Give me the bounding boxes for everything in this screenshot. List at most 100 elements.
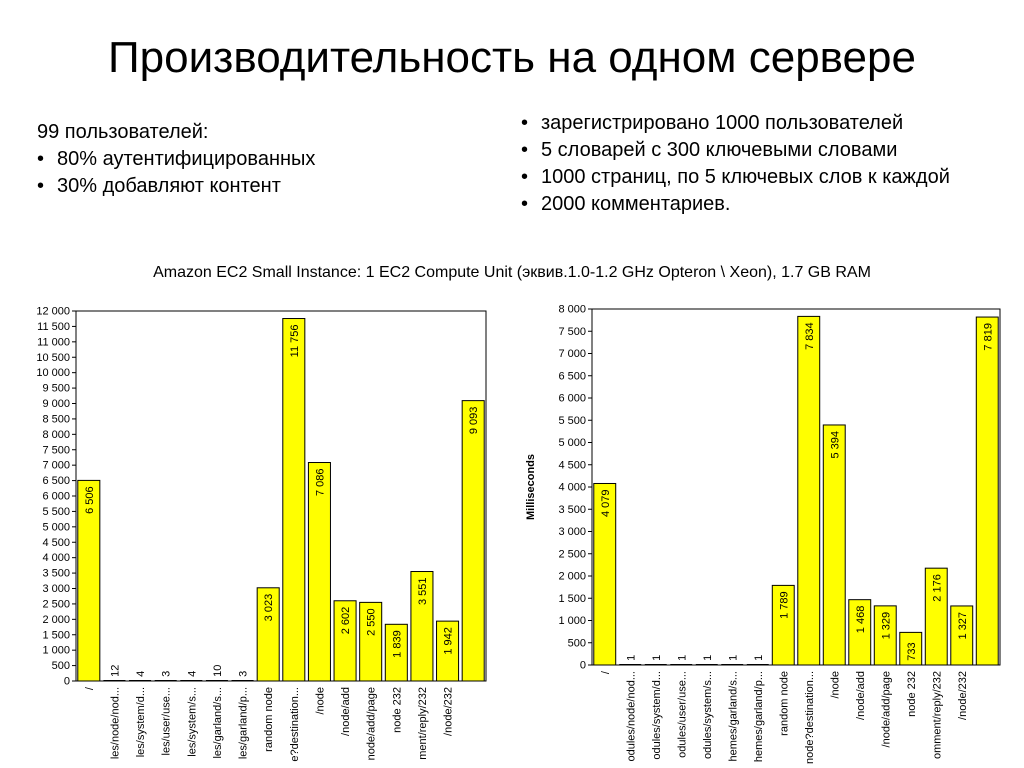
bar [771, 584, 795, 666]
bar [873, 605, 897, 666]
bar [333, 600, 357, 682]
right-bullet: зарегистрировано 1000 пользователей [521, 110, 950, 137]
x-tick-label: hemes/garland/s... [727, 671, 739, 762]
y-tick-label: 11 000 [37, 336, 70, 348]
x-tick-label: random node [263, 687, 275, 752]
bar [282, 318, 306, 682]
data-label: 3 [161, 671, 173, 677]
bar [77, 479, 101, 682]
y-tick-label: 2 000 [42, 614, 70, 626]
y-tick-label: 11 500 [37, 321, 70, 333]
bar [924, 567, 948, 666]
right-bullet: 2000 комментариев. [521, 191, 950, 218]
right-bullet: 5 словарей с 300 ключевыми словами [521, 137, 950, 164]
x-tick-label: les/user/use... [161, 687, 173, 755]
y-tick-label: 4 500 [558, 459, 586, 471]
data-label: 3 551 [417, 578, 429, 606]
x-tick-label: les/system/s... [186, 687, 198, 757]
data-label: 1 789 [778, 591, 790, 619]
y-tick-label: 6 500 [558, 370, 586, 382]
x-tick-label: odules/node/nod... [625, 671, 637, 762]
y-tick-label: 1 500 [558, 593, 586, 605]
bar [797, 315, 821, 666]
x-tick-label: node 232 [906, 671, 918, 717]
y-tick-label: 0 [580, 660, 586, 672]
y-tick-label: 7 500 [558, 326, 586, 338]
data-label: 1 327 [957, 612, 969, 640]
x-tick-label: /node/add [340, 687, 352, 736]
y-tick-label: 5 500 [42, 506, 70, 518]
data-label: 2 602 [340, 607, 352, 635]
y-tick-label: 8 000 [42, 429, 70, 441]
x-tick-label: /node/232 [957, 671, 969, 720]
x-tick-label: node 232 [391, 687, 403, 733]
bar [593, 482, 617, 666]
data-label: 4 079 [600, 489, 612, 517]
left-heading: 99 пользователей: [37, 121, 209, 143]
bar [975, 316, 999, 666]
x-tick-label: les/garland/s... [212, 687, 224, 759]
right-bullet: 1000 страниц, по 5 ключевых слов к каждо… [521, 164, 950, 191]
data-label: 1 839 [391, 630, 403, 658]
y-tick-label: 6 000 [558, 393, 586, 405]
data-label: 2 176 [931, 574, 943, 602]
x-tick-label: node?destination... [804, 671, 816, 764]
x-tick-label: /node [314, 687, 326, 715]
x-tick-label: odules/system/d... [651, 671, 663, 760]
y-tick-label: 7 000 [42, 460, 70, 472]
data-label: 2 550 [366, 608, 378, 636]
y-tick-label: 12 000 [36, 306, 70, 318]
y-tick-label: 10 500 [36, 352, 70, 364]
data-label: 1 942 [443, 627, 455, 655]
y-tick-label: 0 [64, 676, 70, 688]
chart-right: 0 500 1 000 1 500 2 000 2 500 3 000 3 500 4 000 4… [525, 304, 1001, 764]
bar [359, 601, 383, 682]
bar [384, 623, 408, 682]
y-tick-label: 4 000 [42, 552, 70, 564]
data-label: 4 [135, 671, 147, 677]
x-tick-label: /node [829, 671, 841, 699]
bar [410, 571, 434, 682]
chart-left: 0 500 1 000 1 500 2 000 2 500 3 000 3 500 4 000 4… [36, 306, 487, 762]
y-tick-label: 1 500 [42, 629, 70, 641]
hardware-subtitle: Amazon EC2 Small Instance: 1 EC2 Compute… [153, 264, 871, 281]
y-tick-label: 1 000 [558, 615, 586, 627]
x-tick-label: odules/user/use... [676, 671, 688, 758]
y-tick-label: 5 000 [558, 437, 586, 449]
y-tick-label: 6 500 [42, 475, 70, 487]
data-label: 11 756 [289, 325, 301, 358]
y-tick-label: 8 000 [558, 304, 586, 316]
bar [848, 599, 872, 666]
x-tick-label: / [600, 670, 612, 674]
x-tick-label: random node [778, 671, 790, 736]
page-title: Производительность на одном сервере [108, 33, 916, 82]
data-label: 1 [625, 655, 637, 661]
y-tick-label: 9 500 [42, 383, 70, 395]
bar [822, 424, 846, 666]
bar [436, 620, 460, 682]
y-tick-label: 500 [52, 660, 70, 672]
bar [307, 462, 331, 682]
y-tick-label: 5 000 [42, 521, 70, 533]
x-tick-label: /node/add/page [880, 671, 892, 747]
bar [461, 400, 485, 682]
y-tick-label: 4 000 [558, 482, 586, 494]
data-label: 1 [651, 655, 663, 661]
data-label: 4 [186, 671, 198, 677]
y-tick-label: 6 000 [42, 491, 70, 503]
x-tick-label: node/add/page [366, 687, 378, 760]
x-tick-label: les/system/d... [135, 687, 147, 757]
y-tick-label: 4 500 [42, 537, 70, 549]
y-tick-label: 5 500 [558, 415, 586, 427]
data-label: 1 [676, 655, 688, 661]
y-tick-label: 500 [568, 637, 586, 649]
y-tick-label: 2 500 [558, 548, 586, 560]
y-axis-label: Milliseconds [525, 454, 537, 520]
x-tick-label: odules/system/s... [702, 671, 714, 759]
data-label: 12 [109, 665, 121, 677]
left-bullet: 80% аутентифицированных [37, 146, 315, 173]
x-tick-label: /node/add [855, 671, 867, 720]
y-tick-label: 3 000 [42, 583, 70, 595]
y-tick-label: 7 500 [42, 444, 70, 456]
left-info-block: 99 пользователей: 80% аутентифицированны… [37, 119, 315, 200]
